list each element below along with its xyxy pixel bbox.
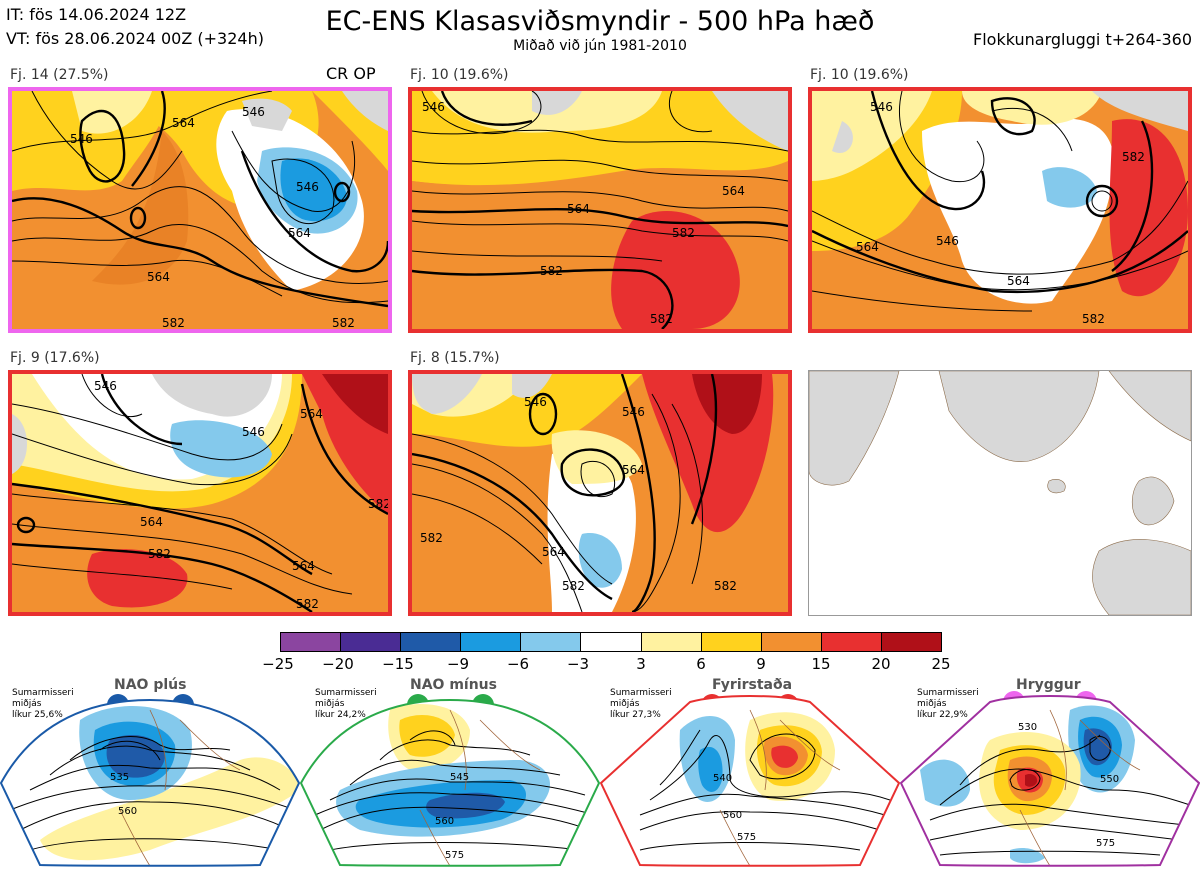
colorbar-swatch <box>521 633 582 651</box>
cluster-map: 546 546 564 546 564 564 582 582 <box>8 87 392 333</box>
cluster-map: 546 546 564 564 564 582 582 582 <box>8 370 392 616</box>
contour-label: 582 <box>672 226 695 240</box>
cluster-label: Fj. 14 (27.5%) <box>10 67 109 83</box>
colorbar-tick: 20 <box>871 655 891 673</box>
colorbar-tick: 15 <box>811 655 831 673</box>
colorbar-swatch <box>641 633 702 651</box>
colorbar-tick: −3 <box>566 655 590 673</box>
classification-window: Flokkunargluggi t+264-360 <box>973 30 1192 49</box>
colorbar-swatch <box>761 633 822 651</box>
contour-label: 560 <box>435 816 454 827</box>
regime-map: 530 550 575 <box>900 695 1200 867</box>
contour-label: 564 <box>140 515 163 529</box>
control-operational-label: CR OP <box>326 64 376 83</box>
cluster-map: 546 546 564 564 582 582 <box>808 87 1192 333</box>
contour-label: 564 <box>292 559 315 573</box>
contour-label: 560 <box>723 810 742 821</box>
contour-label: 550 <box>1100 774 1119 785</box>
contour-label: 535 <box>110 772 129 783</box>
contour-label: 564 <box>172 116 195 130</box>
contour-label: 564 <box>856 240 879 254</box>
contour-label: 564 <box>722 184 745 198</box>
initial-time: IT: fös 14.06.2024 12Z <box>6 5 187 24</box>
contour-label: 582 <box>162 316 185 329</box>
regime-map: 540 560 575 <box>600 695 900 867</box>
cluster-label: Fj. 10 (19.6%) <box>810 67 909 83</box>
contour-label: 582 <box>714 579 737 593</box>
colorbar-tick: 3 <box>636 655 646 673</box>
colorbar-swatch <box>281 633 342 651</box>
colorbar-tick: −15 <box>382 655 414 673</box>
contour-label: 575 <box>1096 838 1115 849</box>
contour-label: 582 <box>1082 312 1105 326</box>
colorbar-swatch <box>821 633 882 651</box>
contour-label: 540 <box>713 773 732 784</box>
contour-label: 582 <box>332 316 355 329</box>
cluster-map: 546 546 564 564 582 582 582 <box>408 370 792 616</box>
contour-label: 582 <box>148 547 171 561</box>
cluster-label: Fj. 8 (15.7%) <box>410 350 500 366</box>
contour-label: 575 <box>445 850 464 861</box>
contour-label: 546 <box>296 180 319 194</box>
contour-label: 546 <box>936 234 959 248</box>
colorbar-tick: −25 <box>262 655 294 673</box>
contour-label: 582 <box>296 597 319 611</box>
colorbar-swatch <box>581 633 642 651</box>
cluster-label: Fj. 10 (19.6%) <box>410 67 509 83</box>
cluster-map: 546 564 564 582 582 582 <box>408 87 792 333</box>
colorbar-tick: −9 <box>446 655 470 673</box>
contour-label: 545 <box>450 772 469 783</box>
regime-title: NAO mínus <box>410 677 497 693</box>
contour-label: 546 <box>524 395 547 409</box>
contour-label: 582 <box>368 497 388 511</box>
colorbar-tick: −6 <box>506 655 530 673</box>
cluster-label: Fj. 9 (17.6%) <box>10 350 100 366</box>
contour-label: 564 <box>147 270 170 284</box>
contour-label: 564 <box>542 545 565 559</box>
regime-probability-note: Sumarmisseri miðjás líkur 25,6% <box>12 688 74 720</box>
contour-label: 546 <box>242 425 265 439</box>
colorbar-swatch <box>461 633 522 651</box>
contour-label: 564 <box>288 226 311 240</box>
contour-label: 546 <box>242 105 265 119</box>
regime-map: 535 560 <box>0 698 300 867</box>
contour-label: 546 <box>422 100 445 114</box>
contour-label: 530 <box>1018 722 1037 733</box>
contour-label: 582 <box>1122 150 1145 164</box>
contour-label: 546 <box>70 132 93 146</box>
contour-label: 564 <box>622 463 645 477</box>
colorbar-swatch <box>881 633 942 651</box>
contour-label: 582 <box>650 312 673 326</box>
empty-basemap <box>808 370 1192 616</box>
contour-label: 564 <box>300 407 323 421</box>
contour-label: 582 <box>540 264 563 278</box>
contour-label: 564 <box>1007 274 1030 288</box>
contour-label: 546 <box>94 379 117 393</box>
colorbar-tick: 6 <box>696 655 706 673</box>
colorbar-tick: 25 <box>931 655 951 673</box>
regime-title: Fyrirstaða <box>712 677 793 693</box>
colorbar-swatch <box>701 633 762 651</box>
regime-probability-note: Sumarmisseri miðjás líkur 27,3% <box>610 688 672 720</box>
regime-map: 545 560 575 <box>300 698 600 867</box>
contour-label: 546 <box>870 100 893 114</box>
colorbar-tick: −20 <box>322 655 354 673</box>
page-title: EC-ENS Klasasviðsmyndir - 500 hPa hæð <box>325 6 875 37</box>
colorbar-tick: 9 <box>756 655 766 673</box>
contour-label: 560 <box>118 806 137 817</box>
regime-title: Hryggur <box>1016 677 1081 693</box>
regime-probability-note: Sumarmisseri miðjás líkur 24,2% <box>315 688 377 720</box>
colorbar-swatch <box>341 633 402 651</box>
colorbar-swatch <box>401 633 462 651</box>
anomaly-colorbar <box>280 632 942 652</box>
regime-title: NAO plús <box>114 677 187 693</box>
page-subtitle: Miðað við jún 1981-2010 <box>513 38 687 54</box>
valid-time: VT: fös 28.06.2024 00Z (+324h) <box>6 29 264 48</box>
contour-label: 564 <box>567 202 590 216</box>
contour-label: 575 <box>737 832 756 843</box>
contour-label: 546 <box>622 405 645 419</box>
contour-label: 582 <box>420 531 443 545</box>
contour-label: 582 <box>562 579 585 593</box>
regime-probability-note: Sumarmisseri miðjás líkur 22,9% <box>917 688 979 720</box>
